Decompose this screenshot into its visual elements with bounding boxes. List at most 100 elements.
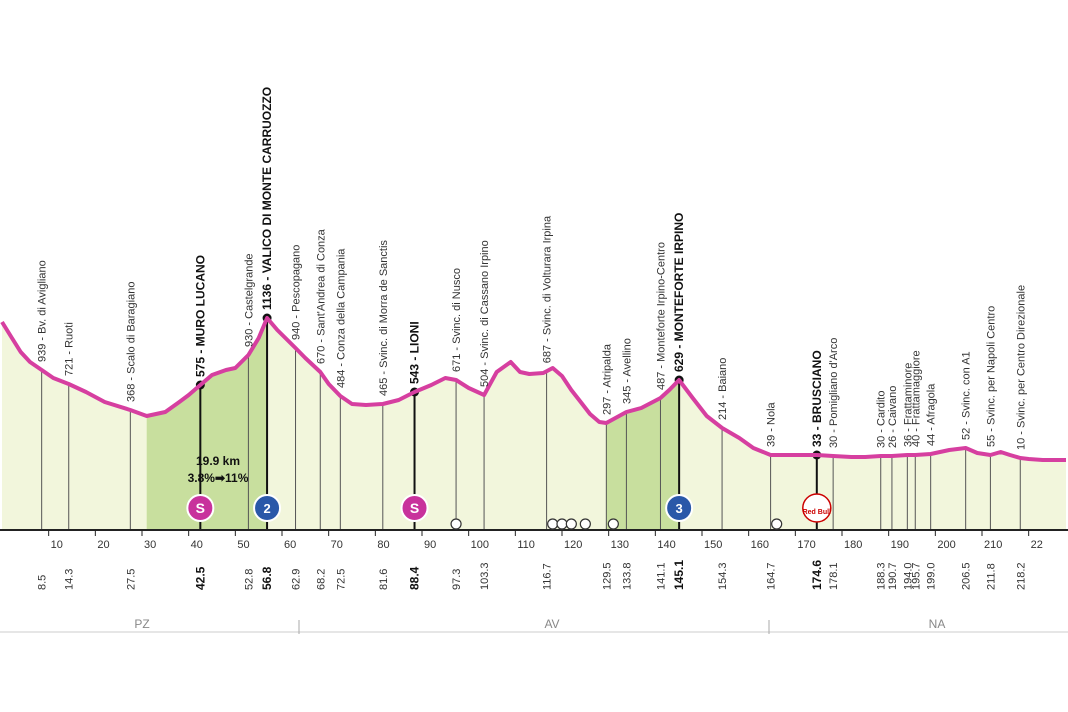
kom-badge-label: 2 bbox=[263, 501, 270, 516]
profile-line-group bbox=[0, 316, 1066, 462]
waypoint-label: 10 - Svinc. per Centro Direzionale bbox=[1015, 285, 1027, 450]
waypoint-stems bbox=[41, 313, 1021, 530]
tunnel-icon bbox=[450, 518, 462, 530]
region-strip: PZ AV NA bbox=[0, 617, 1068, 634]
waypoint-km: 8.5 bbox=[37, 575, 49, 590]
waypoint-label: 465 - Svinc. di Morra de Sanctis bbox=[378, 240, 390, 396]
waypoint-km: 116.7 bbox=[542, 563, 554, 590]
waypoint-km: 211.8 bbox=[985, 563, 997, 590]
tunnel-icon bbox=[565, 518, 577, 530]
climb-fill-valico bbox=[146, 318, 268, 530]
waypoint-km: 178.1 bbox=[828, 562, 840, 590]
axis-tick-label: 120 bbox=[564, 539, 582, 551]
climb-gradient: 3.8%➡11% bbox=[188, 471, 249, 485]
waypoint-label: 687 - Svinc. di Volturara Irpina bbox=[542, 215, 554, 363]
climb-distance: 19.9 km bbox=[196, 454, 240, 468]
kom-badge-label: 3 bbox=[676, 501, 683, 516]
region-label: NA bbox=[929, 617, 946, 631]
waypoint-label: 930 - Castelgrande bbox=[243, 253, 255, 347]
waypoint-label: 297 - Atripalda bbox=[601, 343, 613, 415]
axis-tick-label: 60 bbox=[284, 539, 296, 551]
sprint-badge bbox=[400, 494, 429, 522]
axis-tick-label: 10 bbox=[51, 539, 63, 551]
waypoint-km: 154.3 bbox=[717, 562, 729, 590]
region-label: PZ bbox=[134, 617, 149, 631]
x-axis: 10 20 30 40 50 60 70 80 90 100 110 120 130 140 150 160 1… bbox=[0, 529, 1068, 551]
waypoint-km: 72.5 bbox=[335, 569, 347, 590]
waypoint-km: 68.2 bbox=[315, 569, 327, 590]
climb-info: 19.9 km 3.8%➡11% bbox=[188, 454, 249, 485]
tunnel-icon bbox=[607, 518, 619, 530]
waypoint-km: 206.5 bbox=[961, 562, 973, 590]
waypoint-km: 129.5 bbox=[601, 562, 613, 590]
waypoint-label: 670 - Sant'Andrea di Conza bbox=[315, 228, 327, 364]
waypoint-label: 30 - Pomigliano d'Arco bbox=[828, 338, 840, 448]
waypoint-km: 141.1 bbox=[655, 562, 667, 590]
waypoint-km: 81.6 bbox=[378, 569, 390, 590]
waypoint-label: 575 - MURO LUCANO bbox=[193, 255, 207, 377]
axis-tick-label: 110 bbox=[517, 539, 535, 551]
waypoint-label: 26 - Caivano bbox=[887, 386, 899, 448]
waypoint-label: 629 - MONTEFORTE IRPINO bbox=[672, 213, 686, 372]
tunnel-icon bbox=[579, 518, 591, 530]
waypoint-label: 345 - Avellino bbox=[621, 338, 633, 404]
axis-tick-label: 170 bbox=[797, 539, 815, 551]
axis-tick-label: 210 bbox=[984, 539, 1002, 551]
axis-tick-label: 140 bbox=[657, 539, 675, 551]
waypoint-km: 56.8 bbox=[260, 566, 274, 590]
sprint-badge bbox=[186, 494, 215, 522]
waypoint-label: 1136 - VALICO DI MONTE CARRUOZZO bbox=[260, 87, 274, 310]
waypoint-km: 199.0 bbox=[926, 562, 938, 590]
waypoint-km: 190.7 bbox=[887, 562, 899, 590]
waypoint-label: 940 - Pescopagano bbox=[291, 245, 303, 340]
waypoint-label: 214 - Baiano bbox=[717, 358, 729, 420]
waypoint-km: 145.1 bbox=[672, 560, 686, 590]
waypoint-label: 33 - BRUSCIANO bbox=[810, 350, 824, 447]
waypoint-label: 30 - Cardito bbox=[876, 391, 888, 448]
kom-badge bbox=[253, 494, 282, 522]
axis-tick-label: 180 bbox=[844, 539, 862, 551]
region-label: AV bbox=[544, 617, 559, 631]
axis-tick-label: 80 bbox=[377, 539, 389, 551]
axis-tick-label: 50 bbox=[237, 539, 249, 551]
waypoint-km: 195.7 bbox=[910, 562, 922, 590]
waypoint-label: 487 - Monteforte Irpino-Centro bbox=[655, 242, 667, 390]
waypoint-label: 671 - Svinc. di Nusco bbox=[451, 268, 463, 372]
waypoint-km: 103.3 bbox=[479, 562, 491, 590]
axis-tick-label: 30 bbox=[144, 539, 156, 551]
waypoint-km-labels: 8.5 14.3 27.5 42.5 52.8 56.8 62.9 68.2 72.5 81.6 8… bbox=[37, 560, 1028, 590]
waypoint-label: 939 - Bv. di Avigliano bbox=[37, 260, 49, 362]
axis-tick-label: 40 bbox=[191, 539, 203, 551]
waypoint-label: 368 - Scalo di Baragiano bbox=[125, 282, 137, 402]
axis-tick-label: 22 bbox=[1031, 539, 1043, 551]
sponsor-badge bbox=[802, 493, 832, 523]
waypoint-label: 36 - Frattaminore bbox=[902, 363, 914, 447]
waypoint-km: 188.3 bbox=[876, 562, 888, 590]
sprint-badge-label: S bbox=[196, 500, 205, 516]
kom-badge bbox=[665, 494, 694, 522]
waypoint-label: 55 - Svinc. per Napoli Centro bbox=[985, 306, 997, 447]
profile-line bbox=[0, 316, 1066, 462]
axis-tick-label: 150 bbox=[704, 539, 722, 551]
sprint-badge-label: S bbox=[410, 500, 419, 516]
badges: S 2 S 3 Red Bull bbox=[186, 493, 832, 530]
waypoint-label: 721 - Ruoti bbox=[64, 322, 76, 376]
waypoint-km: 88.4 bbox=[408, 566, 422, 590]
waypoint-km: 42.5 bbox=[193, 566, 207, 590]
waypoint-km: 218.2 bbox=[1015, 562, 1027, 590]
axis-tick-label: 70 bbox=[331, 539, 343, 551]
tunnel-icon bbox=[771, 518, 783, 530]
axis-tick-label: 190 bbox=[891, 539, 909, 551]
tunnel-icon bbox=[556, 518, 568, 530]
axis-tick-label: 20 bbox=[97, 539, 109, 551]
waypoint-km: 97.3 bbox=[451, 569, 463, 590]
sponsor-badge-label: Red Bull bbox=[803, 509, 831, 516]
waypoint-km: 62.9 bbox=[291, 569, 303, 590]
waypoint-km: 194.0 bbox=[902, 562, 914, 590]
waypoint-labels: 939 - Bv. di Avigliano 721 - Ruoti 368 - S… bbox=[37, 87, 1028, 450]
axis-tick-label: 100 bbox=[471, 539, 489, 551]
waypoint-km: 52.8 bbox=[243, 569, 255, 590]
axis-tick-label: 160 bbox=[751, 539, 769, 551]
waypoint-km: 164.7 bbox=[766, 562, 778, 590]
